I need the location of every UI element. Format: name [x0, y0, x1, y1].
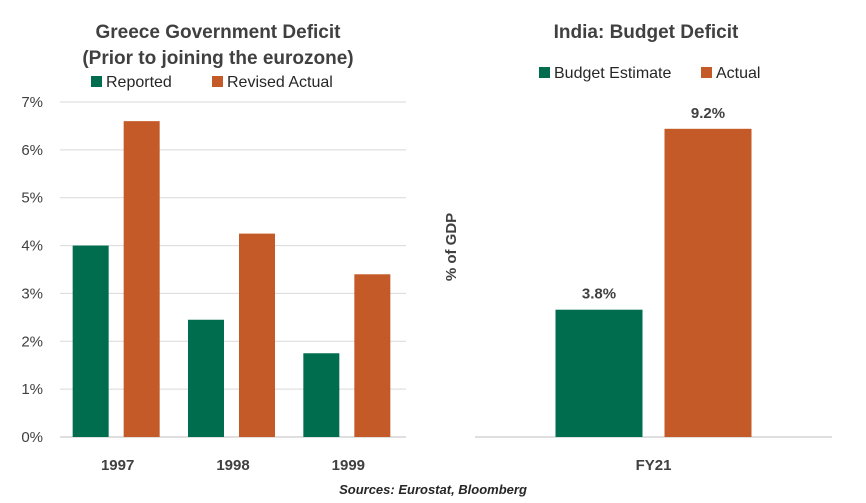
- greece-title-line-1: Greece Government Deficit: [96, 22, 342, 43]
- greece-category-1998: 1998: [216, 457, 249, 474]
- greece-y-tick-labels: 0% 1% 2% 3% 4% 5% 6% 7%: [21, 94, 43, 446]
- greece-legend-swatch-revised-actual: [212, 76, 223, 87]
- greece-title-line-2: (Prior to joining the eurozone): [82, 48, 353, 69]
- greece-category-labels: 1997 1998 1999: [101, 457, 365, 474]
- greece-chart: Greece Government Deficit (Prior to join…: [21, 22, 406, 474]
- india-legend-swatch-budget-estimate: [539, 67, 550, 78]
- greece-category-1999: 1999: [332, 457, 365, 474]
- india-legend-label-budget-estimate: Budget Estimate: [554, 65, 672, 82]
- greece-bar-revised-actual-1997: [123, 121, 160, 438]
- greece-gridlines: [60, 101, 406, 438]
- india-title: India: Budget Deficit: [554, 22, 739, 43]
- greece-y-tick-4: 4%: [21, 238, 43, 255]
- india-data-label-actual: 9.2%: [691, 105, 725, 122]
- india-legend-label-actual: Actual: [716, 65, 760, 82]
- india-chart: India: Budget Deficit Budget Estimate Ac…: [443, 22, 832, 474]
- greece-bar-revised-actual-1998: [239, 233, 275, 437]
- greece-legend-swatch-reported: [91, 76, 102, 87]
- greece-bar-revised-actual-1999: [354, 274, 391, 437]
- india-data-labels: 3.8% 9.2%: [582, 105, 725, 303]
- india-category-FY21: FY21: [636, 457, 672, 474]
- greece-y-tick-1: 1%: [21, 381, 43, 398]
- india-bars: [555, 128, 752, 438]
- greece-y-tick-7: 7%: [21, 94, 43, 111]
- greece-legend-label-revised-actual: Revised Actual: [227, 74, 333, 91]
- india-legend-swatch-actual: [701, 67, 712, 78]
- greece-y-tick-2: 2%: [21, 333, 43, 350]
- india-category-labels: FY21: [636, 457, 672, 474]
- greece-legend-label-reported: Reported: [106, 74, 172, 91]
- india-y-axis-title: % of GDP: [443, 213, 460, 281]
- greece-bar-reported-1999: [303, 353, 340, 437]
- greece-y-tick-5: 5%: [21, 190, 43, 207]
- greece-bars: [72, 121, 391, 438]
- greece-y-tick-3: 3%: [21, 285, 43, 302]
- source-note: Sources: Eurostat, Bloomberg: [339, 482, 527, 497]
- greece-bar-reported-1998: [188, 319, 224, 437]
- india-bar-budget-estimate: [555, 309, 643, 437]
- greece-y-tick-0: 0%: [21, 429, 43, 446]
- greece-category-1997: 1997: [101, 457, 134, 474]
- india-bar-actual: [664, 128, 752, 438]
- greece-y-tick-6: 6%: [21, 142, 43, 159]
- greece-bar-reported-1997: [72, 245, 109, 437]
- india-data-label-budget-estimate: 3.8%: [582, 286, 616, 303]
